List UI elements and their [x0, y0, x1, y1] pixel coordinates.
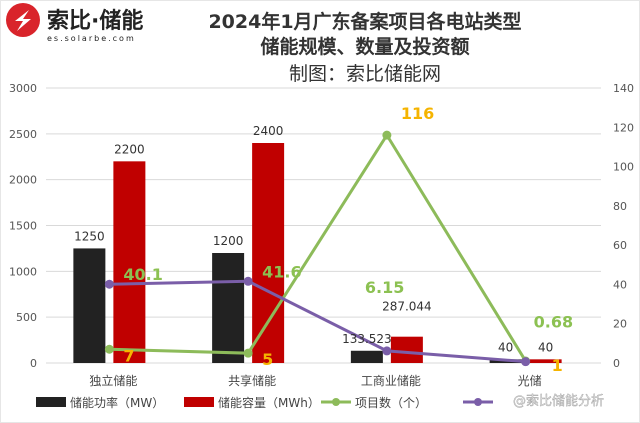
line-data-label: 5	[262, 350, 273, 369]
bar	[113, 161, 146, 363]
right-tick-label: 60	[613, 239, 627, 252]
bar	[529, 359, 562, 363]
legend-label: 储能功率（MW）	[70, 395, 164, 410]
right-tick-label: 120	[613, 121, 634, 134]
legend-label: 储能容量（MWh）	[218, 395, 320, 410]
line-point	[382, 130, 392, 140]
legend-swatch	[184, 397, 214, 407]
left-tick-label: 3000	[9, 82, 37, 95]
left-tick-label: 0	[30, 357, 37, 370]
bar	[252, 143, 285, 363]
bar	[390, 336, 423, 363]
legend-marker	[332, 398, 340, 406]
bar-data-label: 40	[538, 340, 553, 354]
line-point	[243, 348, 253, 358]
category-label: 光储	[518, 373, 542, 388]
bar-data-label: 133.523	[342, 332, 392, 346]
bar-data-label: 2400	[253, 124, 284, 138]
legend-label: 项目数（个）	[355, 395, 427, 410]
left-tick-label: 1000	[9, 265, 37, 278]
line-data-label: 1	[552, 356, 563, 375]
bar-data-label: 1250	[74, 229, 105, 243]
category-label: 独立储能	[89, 373, 137, 388]
line-data-label: 0.68	[534, 313, 573, 332]
bar-data-label: 1200	[213, 234, 244, 248]
line-point	[104, 344, 114, 354]
bar	[350, 350, 383, 363]
line-data-label: 41.6	[262, 262, 301, 281]
line-data-label: 40.1	[123, 265, 162, 284]
right-tick-label: 140	[613, 82, 634, 95]
line-point	[243, 276, 253, 286]
legend-swatch	[36, 397, 66, 407]
left-tick-label: 1500	[9, 220, 37, 233]
line-data-label: 7	[123, 346, 134, 365]
chart-title-line2: 储能规模、数量及投资额	[260, 35, 469, 58]
right-tick-label: 0	[613, 357, 620, 370]
line-data-label: 6.15	[365, 278, 404, 297]
left-tick-label: 2000	[9, 174, 37, 187]
line-point	[104, 279, 114, 289]
bar	[212, 253, 245, 363]
watermark: @索比储能分析	[513, 394, 604, 409]
right-tick-label: 20	[613, 318, 627, 331]
logo-url: es.solarbe.com	[47, 34, 136, 43]
left-tick-label: 500	[16, 311, 37, 324]
logo: 索比·储能 es.solarbe.com	[6, 3, 143, 43]
line-point	[382, 346, 392, 356]
line-data-label: 116	[401, 104, 434, 123]
legend-marker	[474, 398, 482, 406]
category-label: 工商业储能	[361, 373, 421, 388]
category-label: 共享储能	[228, 373, 276, 388]
bar	[73, 248, 106, 363]
series-line	[109, 279, 526, 364]
chart-subtitle: 制图：索比储能网	[289, 63, 441, 85]
bar-data-label: 287.044	[382, 300, 432, 314]
right-tick-label: 80	[613, 200, 627, 213]
series-line	[109, 132, 527, 362]
bar-data-label: 2200	[114, 142, 145, 156]
right-tick-label: 100	[613, 161, 634, 174]
line-point	[521, 357, 531, 367]
right-tick-label: 40	[613, 278, 627, 291]
logo-name: 索比·储能	[47, 8, 143, 34]
bar-data-label: 40	[498, 340, 513, 354]
chart-title: 2024年1月广东备案项目各电站类型	[208, 10, 521, 33]
left-tick-label: 2500	[9, 128, 37, 141]
